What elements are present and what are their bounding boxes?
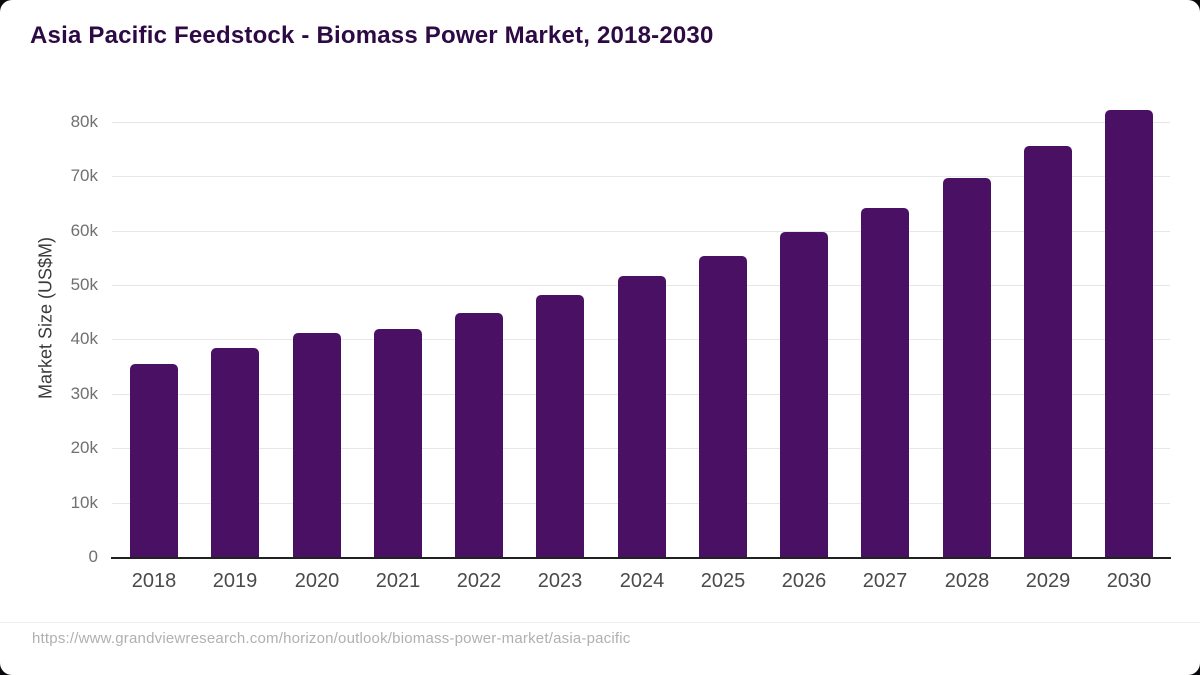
bar-2024 [618,276,666,557]
x-tick-label-2026: 2026 [781,570,827,592]
y-tick-label-20k: 20k [70,438,98,457]
y-tick-label-60k: 60k [70,221,98,240]
y-tick-label-50k: 50k [70,275,98,294]
y-tick-label-70k: 70k [70,166,98,185]
y-tick-label-40k: 40k [70,329,98,348]
x-tick-label-2028: 2028 [944,570,990,592]
y-tick-label-0: 0 [88,547,98,566]
y-axis-title: Market Size (US$M) [35,236,56,400]
bar-2020 [293,333,341,557]
y-tick-label-10k: 10k [70,493,98,512]
x-tick-label-2021: 2021 [375,570,421,592]
gridline-60k [112,231,1170,232]
gridline-80k [112,122,1170,123]
x-axis-line [111,557,1171,559]
x-tick-label-2030: 2030 [1106,570,1152,592]
x-tick-label-2023: 2023 [537,570,583,592]
y-tick-label-80k: 80k [70,112,98,131]
x-tick-label-2022: 2022 [456,570,502,592]
x-tick-label-2018: 2018 [131,570,177,592]
x-tick-label-2029: 2029 [1025,570,1071,592]
y-tick-label-30k: 30k [70,384,98,403]
bar-2022 [455,313,503,557]
bar-2026 [780,232,828,557]
x-tick-label-2027: 2027 [862,570,908,592]
x-tick-label-2020: 2020 [294,570,340,592]
bar-2028 [943,178,991,557]
x-tick-label-2024: 2024 [619,570,665,592]
bar-2019 [211,348,259,557]
source-url-text: https://www.grandviewresearch.com/horizo… [32,630,631,647]
gridline-70k [112,176,1170,177]
x-tick-label-2025: 2025 [700,570,746,592]
bar-2021 [374,329,422,557]
bar-2025 [699,256,747,557]
chart-title: Asia Pacific Feedstock - Biomass Power M… [30,22,714,49]
x-tick-label-2019: 2019 [212,570,258,592]
bar-2030 [1105,110,1153,557]
bar-2018 [130,364,178,557]
footer-divider [0,622,1200,623]
bar-2023 [536,295,584,557]
bar-2029 [1024,146,1072,557]
bar-2027 [861,208,909,557]
